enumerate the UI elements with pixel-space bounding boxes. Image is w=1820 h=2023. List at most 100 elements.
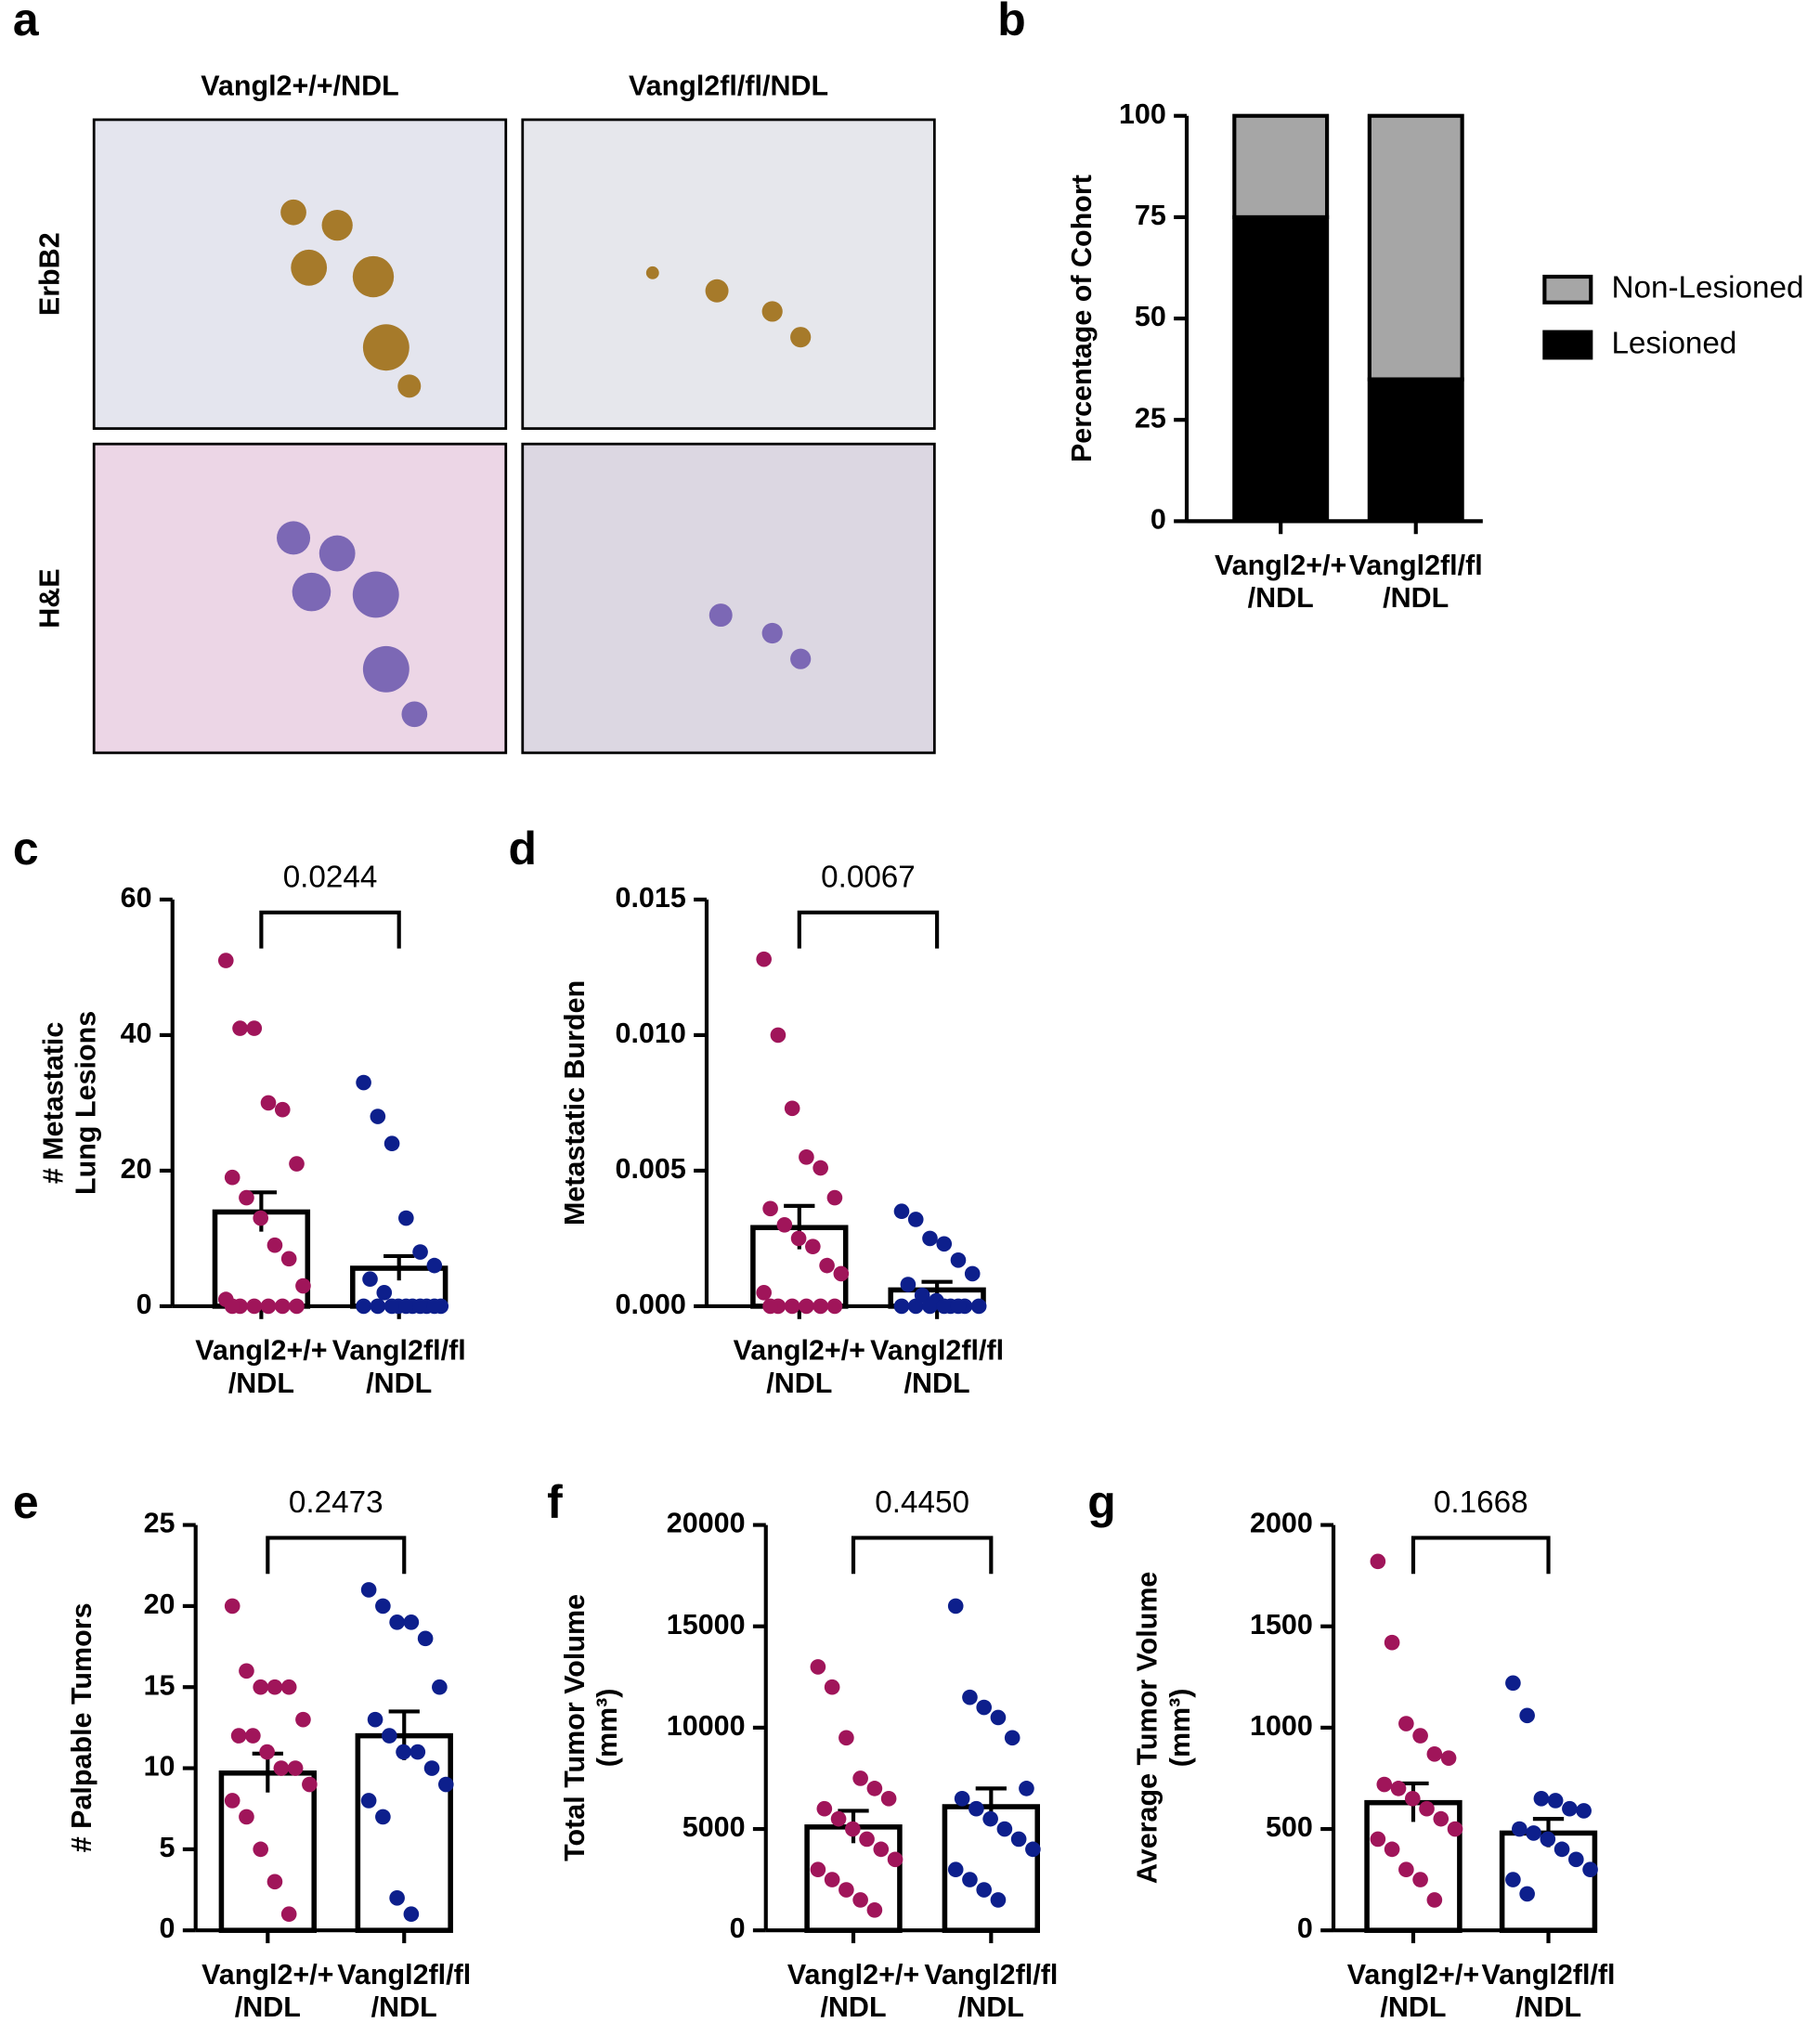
- data-point: [812, 1298, 828, 1315]
- y-tick-label: 10: [144, 1751, 176, 1783]
- data-point: [907, 1212, 924, 1227]
- data-point: [426, 1257, 443, 1274]
- y-axis-label: Average Tumor Volume(mm³): [1132, 1572, 1196, 1885]
- data-point: [384, 1298, 400, 1315]
- y-tick-label: 0: [1150, 503, 1166, 535]
- data-point: [996, 1821, 1013, 1837]
- y-axis-label: Percentage of Cohort: [1066, 175, 1098, 462]
- data-point: [893, 1203, 910, 1220]
- data-point: [362, 1271, 378, 1288]
- data-point: [866, 1781, 883, 1796]
- panel-letter: a: [13, 0, 40, 45]
- y-tick-label: 0: [160, 1913, 176, 1944]
- data-point: [947, 1861, 964, 1878]
- x-tick-label: Vangl2+/+/NDL: [195, 1335, 327, 1399]
- data-point: [790, 1230, 807, 1247]
- data-point: [1576, 1803, 1592, 1819]
- data-point: [833, 1265, 850, 1282]
- legend-swatch: [1542, 330, 1593, 360]
- data-point: [375, 1598, 391, 1615]
- x-tick-label: Vangl2+/+/NDL: [202, 1959, 333, 2023]
- data-point: [1519, 1886, 1535, 1902]
- data-point: [1370, 1553, 1386, 1570]
- data-point: [287, 1760, 304, 1776]
- data-point: [982, 1810, 998, 1827]
- data-point: [356, 1074, 371, 1091]
- data-point: [389, 1615, 405, 1630]
- data-point: [824, 1679, 840, 1695]
- significance-bracket: [851, 1536, 994, 1575]
- y-tick-label: 1500: [1250, 1609, 1313, 1640]
- data-point: [826, 1189, 843, 1206]
- data-point: [756, 1285, 772, 1301]
- p-value: 0.0244: [283, 861, 378, 895]
- data-point: [799, 1149, 814, 1165]
- column-label: Vangl2fl/fl/NDL: [629, 70, 828, 101]
- data-point: [289, 1156, 305, 1172]
- data-point: [217, 953, 234, 968]
- data-point: [295, 1711, 311, 1728]
- y-tick-label: 10000: [667, 1710, 746, 1742]
- significance-bracket: [1410, 1536, 1551, 1575]
- data-point: [1384, 1634, 1400, 1651]
- data-point: [968, 1800, 984, 1817]
- p-value: 0.1668: [1434, 1485, 1528, 1520]
- data-point: [398, 1298, 414, 1315]
- data-point: [962, 1689, 978, 1705]
- y-tick-label: 2000: [1250, 1508, 1313, 1539]
- x-tick-label: Vangl2+/+/NDL: [787, 1959, 919, 2023]
- data-point: [384, 1135, 400, 1152]
- micrograph: [521, 442, 936, 755]
- row-label: ErbB2: [33, 232, 65, 316]
- data-point: [776, 1217, 793, 1233]
- data-point: [1419, 1800, 1435, 1817]
- data-point: [1426, 1892, 1443, 1908]
- data-point: [260, 1298, 277, 1315]
- data-point: [838, 1882, 854, 1898]
- data-point: [784, 1298, 800, 1315]
- data-point: [375, 1809, 391, 1825]
- data-point: [274, 1101, 291, 1118]
- panel-a-images: a Vangl2+/+/NDL Vangl2fl/fl/NDL ErbB2 H&…: [13, 0, 936, 755]
- data-point: [1412, 1872, 1428, 1887]
- data-point: [1404, 1790, 1421, 1807]
- data-point: [280, 1906, 297, 1923]
- panel-letter: g: [1087, 1476, 1115, 1528]
- y-axis-label: Metastatic Burden: [559, 980, 591, 1225]
- bar-segment: [1367, 377, 1464, 524]
- data-point: [922, 1298, 938, 1315]
- data-point: [810, 1659, 826, 1675]
- data-point: [1390, 1781, 1407, 1796]
- data-point: [232, 1020, 248, 1036]
- data-point: [1398, 1861, 1414, 1878]
- x-tick-label: Vangl2+/+/NDL: [1347, 1959, 1479, 2023]
- x-tick-label: Vangl2fl/fl/NDL: [924, 1959, 1058, 2023]
- y-tick-label: 50: [1135, 301, 1166, 332]
- data-point: [1533, 1790, 1550, 1807]
- data-point: [246, 1020, 263, 1036]
- panel-letter: b: [997, 0, 1025, 45]
- data-point: [1384, 1841, 1400, 1858]
- panel-letter: d: [509, 823, 537, 875]
- data-point: [922, 1230, 938, 1247]
- stain-spots: [280, 199, 812, 398]
- data-point: [990, 1709, 1007, 1726]
- data-point: [389, 1889, 405, 1906]
- data-point: [962, 1872, 978, 1887]
- data-point: [1526, 1825, 1541, 1841]
- data-point: [412, 1298, 428, 1315]
- data-point: [830, 1810, 847, 1827]
- y-tick-label: 0: [136, 1289, 152, 1320]
- row-label: H&E: [33, 568, 65, 628]
- data-point: [816, 1800, 833, 1817]
- data-point: [970, 1298, 987, 1315]
- y-tick-label: 1000: [1250, 1710, 1313, 1742]
- data-point: [819, 1257, 835, 1274]
- data-point: [805, 1238, 821, 1254]
- panel-letter: c: [13, 823, 39, 875]
- column-label: Vangl2+/+/NDL: [201, 70, 398, 101]
- stain-spots: [277, 521, 812, 728]
- data-point: [1440, 1750, 1457, 1766]
- data-point: [376, 1285, 393, 1301]
